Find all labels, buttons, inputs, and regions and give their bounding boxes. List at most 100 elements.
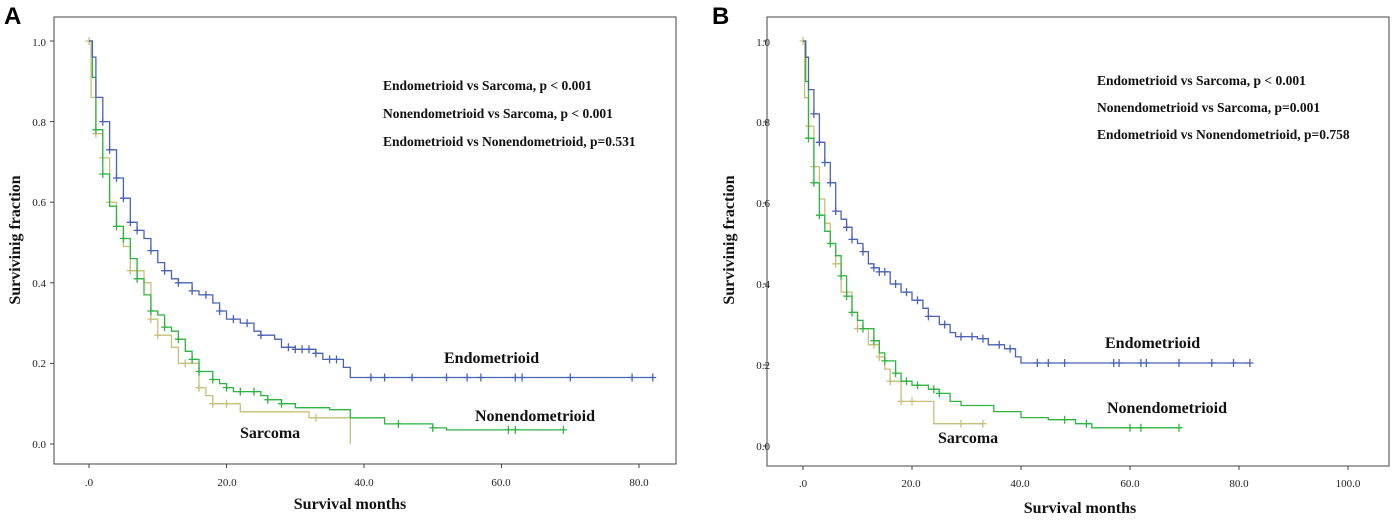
panel-b-xtick-label: 100.0 (1336, 478, 1361, 490)
panel-a-censor-mark-nonendometrioid (195, 367, 203, 376)
panel-a-censor-mark-endometrioid (367, 373, 375, 382)
panel-b-label-nonendometrioid: Nonendometrioid (1107, 400, 1227, 417)
panel-a-censor-mark-endometrioid (106, 145, 114, 154)
panel-b-censor-mark-nonendometrioid (859, 324, 867, 333)
panel-a-censor-mark-endometrioid (511, 373, 519, 382)
panel-b-censor-mark-nonendometrioid (914, 381, 921, 390)
panel-a-censor-mark-endometrioid (284, 343, 292, 352)
panel-b-censor-mark-endometrioid (1033, 359, 1041, 367)
panel-b-censor-mark-nonendometrioid (843, 292, 851, 301)
panel-b: B 1.0 0.8 0.6 0.4 0.2 0.0 .0 20.0 40.0 6… (712, 3, 1390, 517)
panel-a-censor-mark-endometrioid (628, 373, 636, 382)
panel-a-label-nonendometrioid: Nonendometrioid (475, 408, 595, 425)
panel-a-censor-mark-endometrioid (566, 373, 574, 382)
panel-a-pvalue-annotation: Nonendometrioid vs Sarcoma, p < 0.001 (383, 106, 613, 121)
panel-b-xtick-label: 40.0 (1010, 478, 1030, 490)
panel-a-censor-mark-nonendometrioid (511, 425, 519, 434)
panel-a-censor-mark-endometrioid (133, 226, 141, 235)
panel-b-censor-mark-nonendometrioid (848, 308, 856, 317)
panel-a-censor-mark-nonendometrioid (504, 425, 512, 434)
panel-a-censor-mark-endometrioid (229, 315, 237, 324)
panel-a-censor-mark-endometrioid (463, 373, 471, 382)
panel-b-pvalue-annotation: Endometrioid vs Nonendometrioid, p=0.758 (1097, 127, 1350, 142)
panel-b-censor-mark-endometrioid (815, 138, 823, 147)
panel-a-annotations: Endometrioid vs Sarcoma, p < 0.001 Nonen… (383, 78, 636, 149)
panel-a-label-sarcoma: Sarcoma (240, 425, 300, 442)
panel-b-censor-mark-nonendometrioid (805, 134, 812, 143)
panel-b-censor-mark-endometrioid (1208, 359, 1216, 367)
panel-b-ytick-label: 0.4 (756, 279, 770, 291)
panel-b-censor-mark-endometrioid (1115, 359, 1123, 367)
panel-b-censor-mark-nonendometrioid (1137, 423, 1145, 432)
panel-b-y-ticks: 1.0 0.8 0.6 0.4 0.2 0.0 (756, 37, 770, 453)
panel-a-censor-mark-nonendometrioid (278, 399, 285, 408)
panel-b-censor-mark-endometrioid (995, 340, 1003, 349)
panel-b-censor-mark-sarcoma (897, 397, 905, 406)
panel-b-ytick-label: 0.2 (756, 360, 770, 372)
panel-b-ytick-label: 1.0 (756, 37, 770, 49)
panel-b-censor-mark-endometrioid (979, 334, 987, 343)
panel-a-plot-area (50, 37, 657, 468)
panel-b-censor-mark-endometrioid (1061, 359, 1069, 367)
panel-b-pvalue-annotation: Nonendometrioid vs Sarcoma, p=0.001 (1097, 100, 1320, 115)
panel-b-censor-mark-sarcoma (875, 352, 883, 361)
panel-b-xtick-label: 60.0 (1120, 478, 1140, 490)
panel-a-ytick-label: 0.0 (32, 439, 46, 451)
panel-a-censor-mark-nonendometrioid (394, 419, 402, 428)
panel-a-censor-mark-endometrioid (477, 373, 485, 382)
panel-a-xtick-label: 40.0 (354, 477, 374, 489)
panel-b-plot-area (763, 37, 1349, 470)
panel-a-censor-mark-endometrioid (99, 117, 107, 126)
panel-b-censor-mark-endometrioid (1175, 359, 1183, 367)
panel-b-censor-mark-nonendometrioid (892, 369, 900, 378)
panel-a-censor-mark-endometrioid (113, 174, 120, 182)
panel-b-censor-mark-endometrioid (1006, 344, 1014, 353)
panel-a-censor-mark-nonendometrioid (92, 125, 100, 134)
panel-a-censor-mark-nonendometrioid (161, 323, 169, 332)
panel-a-y-ticks: 1.0 0.8 0.6 0.4 0.2 0.0 (32, 37, 46, 451)
panel-b-curve-nonendometrioid (803, 40, 1179, 429)
panel-a-censor-mark-sarcoma (209, 399, 217, 408)
panel-a-censor-mark-sarcoma (147, 315, 155, 324)
panel-b-censor-mark-nonendometrioid (935, 389, 943, 398)
panel-b-y-axis-label: Survivinig fraction (721, 175, 738, 304)
panel-b-censor-mark-sarcoma (886, 377, 894, 386)
panel-b-x-ticks: .0 20.0 40.0 60.0 80.0 100.0 (799, 478, 1361, 490)
panel-a-censor-mark-endometrioid (126, 218, 134, 227)
panel-b-censor-mark-endometrioid (957, 332, 965, 341)
panel-b-censor-mark-endometrioid (1230, 359, 1237, 367)
panel-b-censor-mark-nonendometrioid (1061, 415, 1069, 424)
panel-b-label-endometrioid: Endometrioid (1105, 335, 1200, 352)
panel-b-censor-mark-endometrioid (924, 312, 932, 321)
panel-b-censor-mark-nonendometrioid (826, 239, 834, 248)
panel-a-censor-mark-sarcoma (312, 413, 320, 422)
panel-b-censor-mark-endometrioid (1246, 359, 1254, 367)
panel-a-censor-mark-nonendometrioid (264, 395, 272, 404)
panel-b-censor-mark-nonendometrioid (837, 271, 845, 280)
panel-b-censor-mark-endometrioid (870, 263, 878, 272)
panel-b-xtick-label: 20.0 (901, 478, 921, 490)
panel-a-censor-mark-endometrioid (305, 345, 313, 354)
panel-b-censor-mark-sarcoma (908, 397, 916, 406)
panel-a-ytick-label: 0.6 (32, 197, 46, 209)
panel-a-y-axis-label: Survivinig fraction (7, 175, 24, 304)
panel-a-xtick-label: 20.0 (217, 477, 237, 489)
panel-b-censor-mark-endometrioid (941, 320, 949, 329)
panel-a-censor-mark-sarcoma (126, 266, 134, 275)
panel-a-censor-mark-endometrioid (174, 278, 182, 287)
panel-b-label-sarcoma: Sarcoma (938, 430, 998, 447)
panel-b-xtick-label: 80.0 (1229, 478, 1249, 490)
panel-a-censor-mark-endometrioid (381, 373, 389, 382)
panel-b-censor-mark-endometrioid (810, 109, 818, 118)
panel-b-annotations: Endometrioid vs Sarcoma, p < 0.001 Nonen… (1097, 73, 1350, 142)
panel-a-censor-mark-endometrioid (188, 286, 196, 295)
panel-b-ytick-label: 0.6 (756, 198, 770, 210)
panel-b-censor-mark-nonendometrioid (810, 178, 818, 187)
panel-a-ytick-label: 0.2 (32, 358, 46, 370)
panel-b-censor-mark-endometrioid (859, 247, 867, 256)
panel-b-xtick-label: .0 (799, 478, 808, 490)
panel-b-censor-mark-endometrioid (914, 296, 921, 305)
panel-a-censor-mark-endometrioid (333, 355, 340, 364)
panel-b-frame (766, 16, 1390, 467)
